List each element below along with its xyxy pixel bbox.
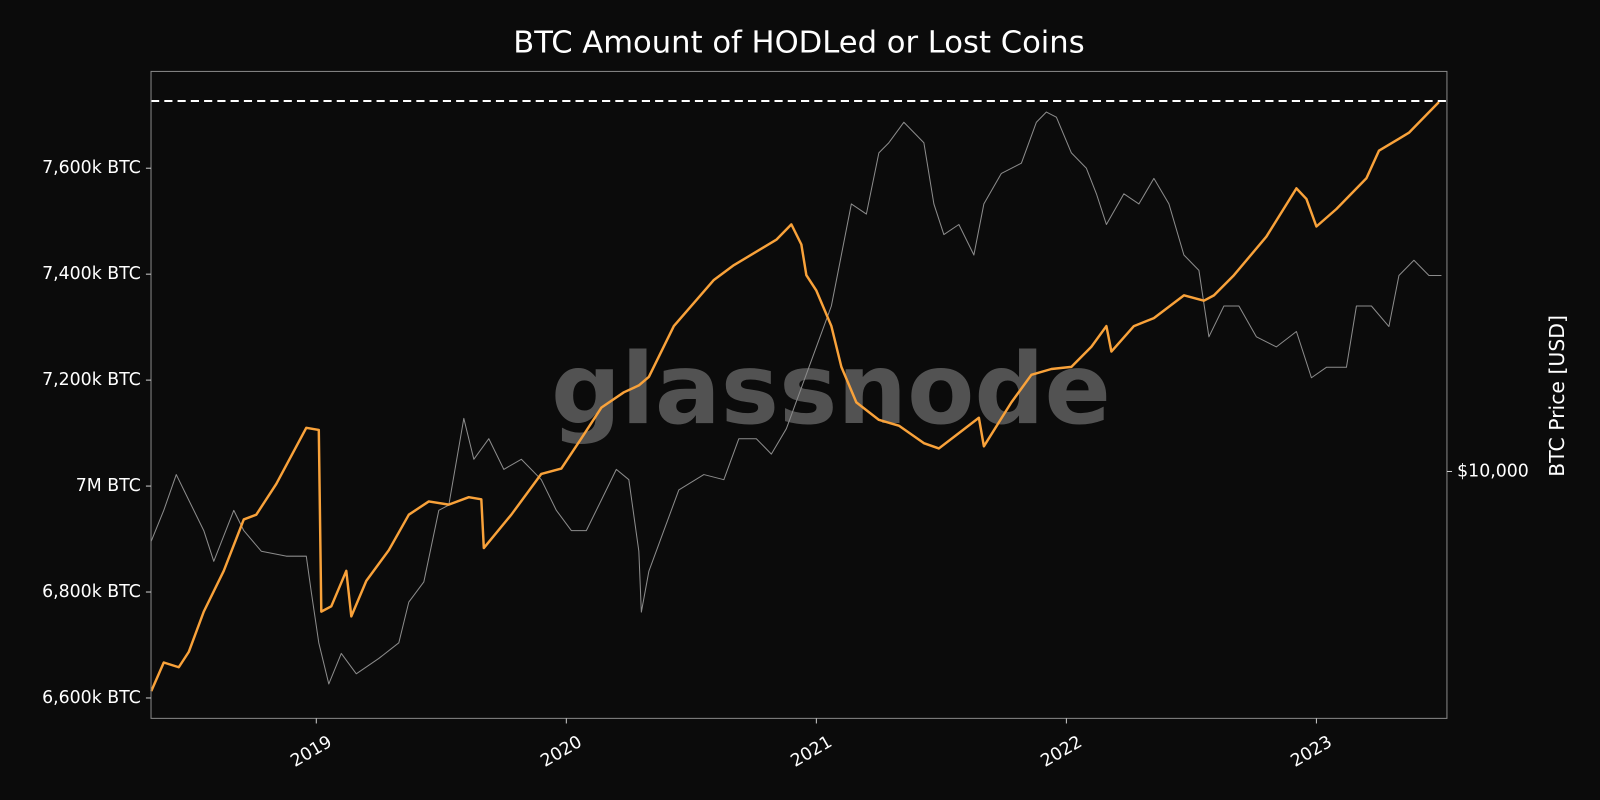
y-tick-label: 7M BTC [76, 476, 141, 496]
y2-axis-label: BTC Price [USD] [1545, 315, 1569, 477]
y-tick-label: 7,600k BTC [42, 158, 141, 178]
y-tick-label: 6,600k BTC [42, 688, 141, 708]
y-tick-label: 6,800k BTC [42, 582, 141, 602]
watermark: glassnode [551, 333, 1111, 447]
data-line [150, 101, 1440, 692]
y-tick-label: 7,400k BTC [42, 264, 141, 284]
plot-frame [150, 70, 1448, 719]
y-tick-label: 7,200k BTC [42, 370, 141, 390]
price-line [150, 111, 1442, 685]
chart-title: BTC Amount of HODLed or Lost Coins [513, 25, 1084, 60]
y2-tick-label: $10,000 [1457, 461, 1529, 481]
